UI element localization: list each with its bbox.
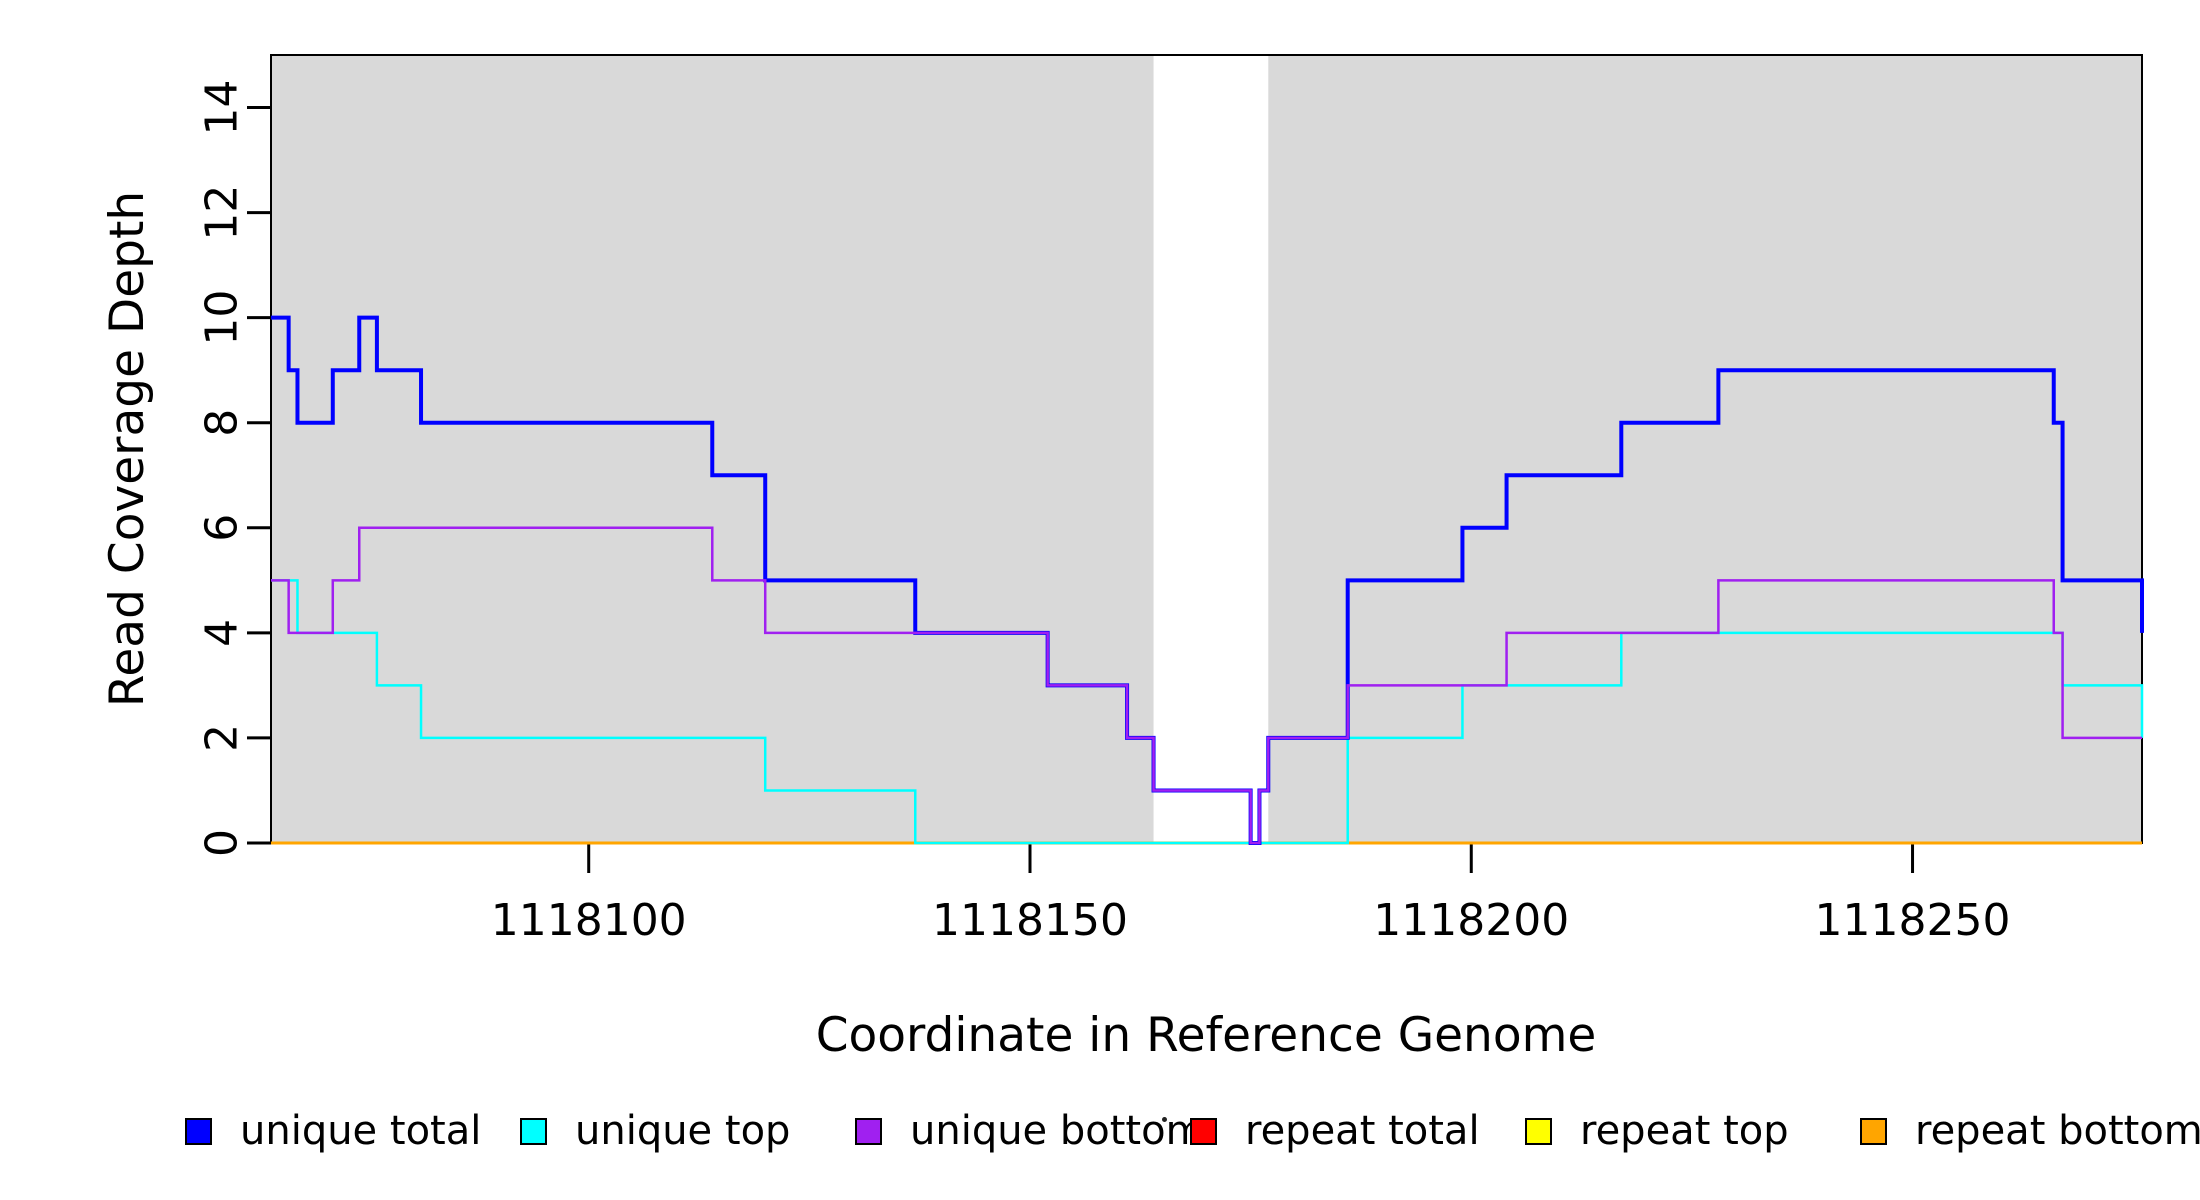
y-tick-label: 0 [197,829,248,857]
y-tick-label: 14 [197,80,248,136]
y-tick-label: 6 [197,514,248,542]
legend-item-unique-total: unique total [185,1104,481,1158]
x-tick-label: 1118100 [491,895,687,946]
series-line-unique-top [271,579,2144,845]
legend-item-repeat-bottom: repeat bottom [1860,1104,2200,1158]
legend-label: unique total [240,1108,482,1154]
y-tick-label: 8 [197,409,248,437]
x-tick-label: 1118150 [932,895,1128,946]
legend-label: unique top [575,1108,791,1154]
legend-label: repeat total [1245,1108,1480,1154]
y-tick-label: 2 [197,724,248,752]
legend-swatch-repeat-total [1190,1117,1217,1145]
legend-item-repeat-top: repeat top [1525,1104,1789,1158]
series-line-unique-bottom [271,526,2142,845]
legend-item-unique-top: unique top [520,1104,790,1158]
y-tick-label: 10 [197,290,248,346]
stray-dot-artifact [1162,1117,1167,1122]
legend-label: repeat bottom [1915,1108,2200,1154]
legend-swatch-repeat-top [1525,1117,1552,1145]
legend: unique total unique top unique bottom repea… [0,1104,2200,1164]
x-tick-label: 1118250 [1815,895,2011,946]
legend-item-unique-bottom: unique bottom [855,1104,1205,1158]
legend-item-repeat-total: repeat total [1190,1104,1480,1158]
legend-swatch-unique-total [185,1117,212,1145]
legend-label: repeat top [1580,1108,1789,1154]
legend-label: unique bottom [910,1108,1205,1154]
y-axis-label: Read Coverage Depth [100,190,155,708]
legend-swatch-unique-top [520,1117,547,1145]
legend-swatch-repeat-bottom [1860,1117,1887,1145]
x-axis-label: Coordinate in Reference Genome [815,1008,1597,1063]
y-tick-label: 12 [197,185,248,241]
y-tick-label: 4 [197,619,248,647]
shaded-region-2 [1268,55,2142,843]
legend-swatch-unique-bottom [855,1117,882,1145]
x-tick-label: 1118200 [1373,895,1569,946]
